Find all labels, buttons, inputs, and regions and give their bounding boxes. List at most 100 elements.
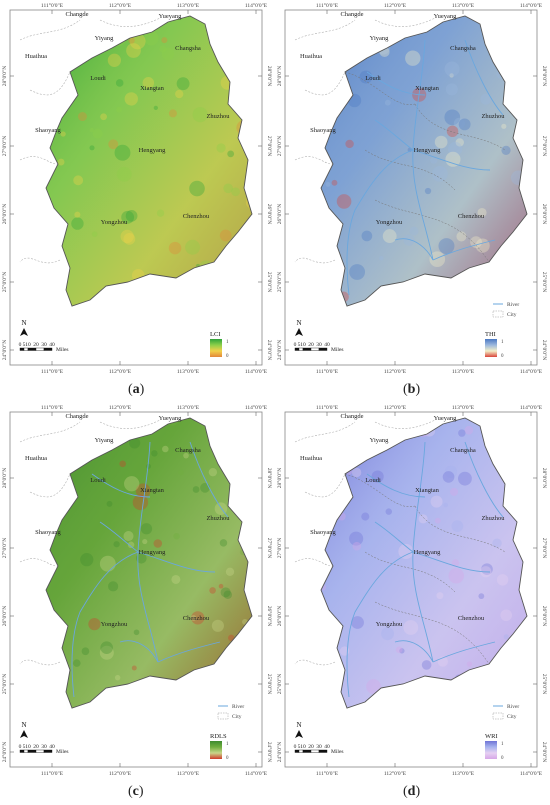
map-svg-c: 111°0'0"E 111°0'0"E 112°0'0"E 112°0'0"E 113°… (1, 404, 273, 777)
north-label: N (21, 721, 26, 729)
city-label-changde: Changde (65, 413, 88, 420)
city-label-changsha: Changsha (450, 447, 476, 454)
city-label-yiyang: Yiyang (95, 437, 115, 444)
latitude-label-left: 24°0'0"N (276, 340, 283, 360)
city-label-yueyang: Yueyang (159, 415, 182, 422)
index-color-ramp (485, 339, 497, 357)
city-label-changde: Changde (65, 11, 88, 18)
rivers (346, 39, 504, 296)
longitude-label-bottom: 112°0'0"E (384, 770, 407, 777)
latitude-label-right: 28°0'0"N (541, 66, 548, 86)
latitude-label-left: 24°0'0"N (1, 742, 8, 762)
legend-max-value: 1 (226, 742, 229, 747)
north-arrow-icon (295, 328, 303, 336)
city-label-xiangtan: Xiangtan (140, 487, 165, 494)
latitude-label-left: 27°0'0"N (276, 136, 283, 156)
index-legend-title: RDLS (210, 733, 227, 740)
longitude-label-top: 114°0'0"E (520, 404, 543, 411)
scale-tick-label: 40 (49, 744, 55, 750)
latitude-label-right: 25°0'0"N (266, 674, 273, 694)
scale-bar (19, 347, 53, 351)
longitude-label-top: 114°0'0"E (245, 404, 268, 411)
latitude-label-right: 26°0'0"N (266, 606, 273, 626)
city-label-huaihua: Huaihua (300, 455, 322, 462)
latitude-label-right: 27°0'0"N (541, 136, 548, 156)
city-label-chenzhou: Chenzhou (458, 615, 485, 622)
map-panel-b: 111°0'0"E 111°0'0"E 112°0'0"E 112°0'0"E 113°… (275, 0, 550, 402)
scale-unit: Miles (56, 347, 69, 353)
latitude-label-left: 26°0'0"N (1, 606, 8, 626)
scale-tick-label: 5 (298, 744, 301, 750)
longitude-label-bottom: 112°0'0"E (109, 368, 132, 375)
map-panel-a: 111°0'0"E 111°0'0"E 112°0'0"E 112°0'0"E 113°… (0, 0, 275, 402)
longitude-label-bottom: 113°0'0"E (177, 770, 200, 777)
rivers (71, 441, 229, 698)
scale-bar (294, 749, 328, 753)
longitude-label-bottom: 113°0'0"E (177, 368, 200, 375)
latitude-label-left: 26°0'0"N (276, 204, 283, 224)
latitude-label-left: 28°0'0"N (276, 468, 283, 488)
legend-item-river: River (232, 704, 244, 710)
city-label-hengyang: Hengyang (139, 147, 166, 154)
longitude-label-bottom: 114°0'0"E (520, 770, 543, 777)
panel-caption-letter: d (407, 784, 416, 799)
city-label-shaoyang: Shaoyang (310, 529, 336, 536)
longitude-label-bottom: 114°0'0"E (520, 368, 543, 375)
city-label-huaihua: Huaihua (25, 455, 47, 462)
longitude-label-top: 114°0'0"E (245, 2, 268, 9)
longitude-label-top: 113°0'0"E (452, 2, 475, 9)
latitude-label-right: 27°0'0"N (266, 538, 273, 558)
longitude-label-top: 111°0'0"E (316, 2, 339, 9)
legend-max-value: 1 (226, 340, 229, 345)
city-label-zhuzhou: Zhuzhou (481, 515, 505, 522)
legend-item-river: River (507, 302, 519, 308)
latitude-label-right: 24°0'0"N (266, 340, 273, 360)
legend-item-city: City (232, 714, 242, 720)
scale-tick-label: 20 (308, 342, 314, 348)
scale-tick-label: 10 (300, 342, 306, 348)
city-label-xiangtan: Xiangtan (415, 85, 440, 92)
latitude-label-left: 25°0'0"N (276, 674, 283, 694)
index-legend-title: WRI (485, 733, 498, 740)
city-label-yongzhou: Yongzhou (376, 219, 403, 226)
longitude-label-bottom: 111°0'0"E (316, 770, 339, 777)
city-label-chenzhou: Chenzhou (458, 213, 485, 220)
longitude-label-top: 111°0'0"E (316, 404, 339, 411)
latitude-label-right: 24°0'0"N (541, 742, 548, 762)
longitude-label-top: 112°0'0"E (109, 2, 132, 9)
scale-tick-label: 0 (19, 342, 22, 348)
legend-min-value: 0 (501, 756, 504, 761)
north-arrow-icon (20, 730, 28, 738)
city-label-xiangtan: Xiangtan (140, 85, 165, 92)
latitude-label-right: 26°0'0"N (541, 606, 548, 626)
longitude-label-top: 112°0'0"E (109, 404, 132, 411)
city-label-zhuzhou: Zhuzhou (206, 515, 230, 522)
north-arrow-icon (20, 328, 28, 336)
scale-tick-label: 40 (324, 744, 330, 750)
map-svg-d: 111°0'0"E 111°0'0"E 112°0'0"E 112°0'0"E 113°… (276, 404, 548, 777)
longitude-label-top: 111°0'0"E (41, 2, 64, 9)
city-label-changsha: Changsha (175, 447, 201, 454)
map-svg-b: 111°0'0"E 111°0'0"E 112°0'0"E 112°0'0"E 113°… (276, 2, 548, 375)
latitude-label-right: 28°0'0"N (541, 468, 548, 488)
city-label-yueyang: Yueyang (434, 13, 457, 20)
latitude-label-left: 26°0'0"N (1, 204, 8, 224)
study-region-texture (46, 418, 252, 708)
city-label-hengyang: Hengyang (139, 549, 166, 556)
panel-caption-d: (d) (403, 784, 421, 799)
longitude-label-bottom: 112°0'0"E (109, 770, 132, 777)
city-label-shaoyang: Shaoyang (310, 127, 336, 134)
legend-max-value: 1 (501, 340, 504, 345)
latitude-label-right: 26°0'0"N (266, 204, 273, 224)
latitude-label-left: 25°0'0"N (1, 674, 8, 694)
city-label-loudi: Loudi (365, 75, 381, 82)
city-label-yongzhou: Yongzhou (101, 621, 128, 628)
study-region-texture (321, 16, 527, 306)
city-label-zhuzhou: Zhuzhou (206, 113, 230, 120)
panel-caption-b: (b) (403, 382, 421, 397)
scale-tick-label: 10 (25, 744, 31, 750)
latitude-label-right: 27°0'0"N (266, 136, 273, 156)
study-region-texture (46, 16, 252, 306)
latitude-label-left: 27°0'0"N (1, 136, 8, 156)
longitude-label-bottom: 113°0'0"E (452, 770, 475, 777)
